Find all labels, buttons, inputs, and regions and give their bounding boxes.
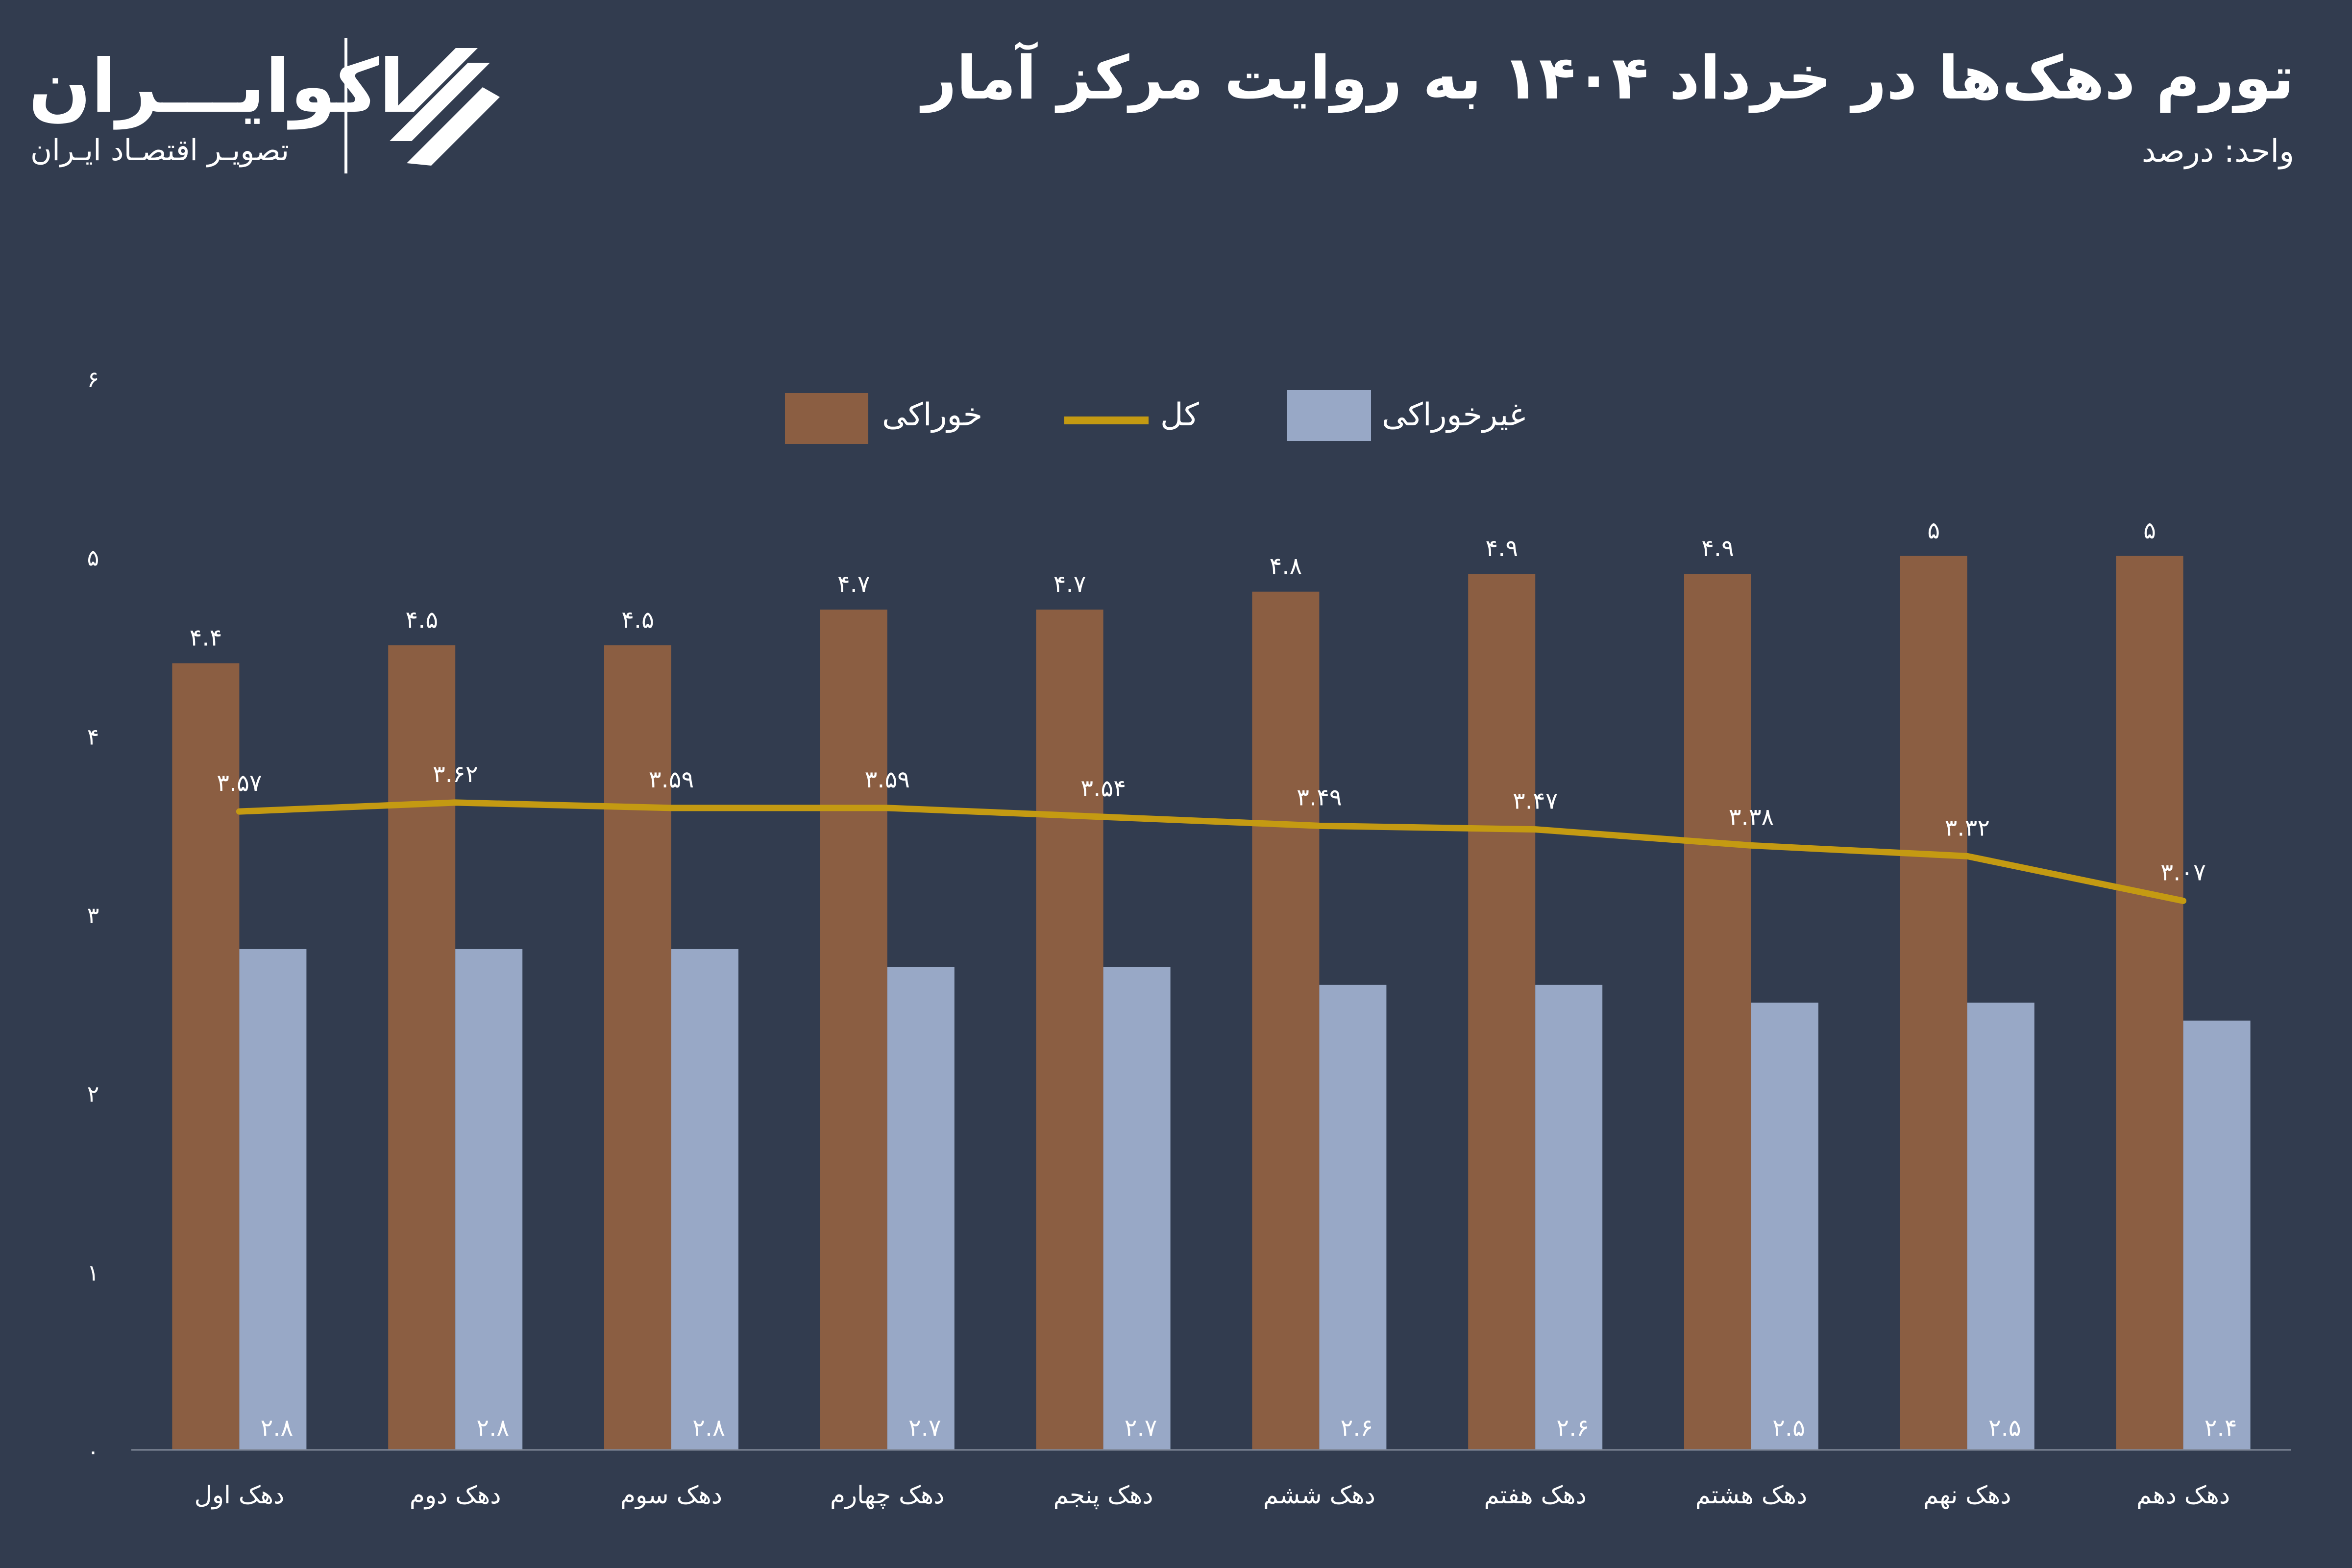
x-tick-label: دهک دهم bbox=[2136, 1481, 2230, 1509]
x-tick-label: دهک سوم bbox=[620, 1481, 722, 1509]
data-label-nonfood: ۲.۶ bbox=[1556, 1414, 1589, 1442]
legend-item-total: کل bbox=[1064, 388, 1221, 442]
bar-food bbox=[388, 645, 456, 1449]
data-label-nonfood: ۲.۷ bbox=[908, 1414, 941, 1442]
y-tick-label: ۱ bbox=[87, 1259, 99, 1286]
series-line-total bbox=[236, 799, 2187, 904]
data-label-total: ۳.۵۹ bbox=[649, 766, 694, 793]
bar-food bbox=[2116, 556, 2183, 1449]
y-tick-label: ۴ bbox=[87, 723, 99, 750]
bar-food bbox=[1252, 591, 1320, 1449]
data-label-total: ۳.۵۷ bbox=[217, 769, 262, 797]
y-tick-label: ۳ bbox=[87, 902, 99, 929]
legend-item-food: خوراکی bbox=[785, 388, 991, 444]
bar-nonfood bbox=[887, 967, 955, 1449]
logo-divider bbox=[344, 38, 347, 173]
bar-nonfood bbox=[1967, 1003, 2034, 1449]
data-label-food: ۴.۹ bbox=[1485, 535, 1518, 562]
bar-food bbox=[1036, 610, 1103, 1449]
legend-label-food: خوراکی bbox=[882, 397, 983, 433]
y-tick-label: ۰ bbox=[87, 1438, 99, 1465]
x-tick-label: دهک دوم bbox=[410, 1481, 501, 1510]
y-tick-label: ۶ bbox=[87, 366, 99, 392]
data-label-total: ۳.۴۷ bbox=[1513, 787, 1558, 815]
legend-swatch-food bbox=[785, 393, 868, 444]
x-tick-label: دهک نهم bbox=[1923, 1481, 2011, 1510]
data-label-total: ۳.۶۲ bbox=[433, 760, 478, 788]
legend-swatch-total bbox=[1064, 416, 1149, 424]
data-label-nonfood: ۲.۸ bbox=[476, 1414, 509, 1442]
bar-nonfood bbox=[1319, 984, 1387, 1449]
legend-label-nonfood: غیرخوراکی bbox=[1382, 397, 1526, 433]
data-label-food: ۵ bbox=[1927, 517, 1940, 544]
data-label-food: ۴.۸ bbox=[1269, 553, 1302, 580]
x-tick-label: دهک چهارم bbox=[830, 1481, 945, 1510]
x-tick-label: دهک هفتم bbox=[1484, 1481, 1587, 1509]
data-label-food: ۴.۹ bbox=[1701, 535, 1734, 562]
bar-nonfood bbox=[2183, 1020, 2251, 1449]
data-label-food: ۴.۵ bbox=[405, 606, 438, 634]
data-label-total: ۳.۰۷ bbox=[2160, 858, 2206, 886]
data-label-nonfood: ۲.۵ bbox=[1988, 1414, 2021, 1442]
legend-label-total: کل bbox=[1160, 397, 1199, 433]
x-tick-label: دهک اول bbox=[195, 1481, 285, 1510]
bar-food bbox=[820, 610, 887, 1449]
y-tick-label: ۲ bbox=[87, 1081, 99, 1107]
bar-food bbox=[1684, 574, 1751, 1449]
data-label-nonfood: ۲.۸ bbox=[692, 1414, 725, 1442]
bar-nonfood bbox=[1103, 967, 1171, 1449]
bar-nonfood bbox=[1751, 1003, 1818, 1449]
bar-nonfood bbox=[455, 949, 523, 1449]
chart-unit: واحد: درصد bbox=[2141, 133, 2294, 170]
chart-title: تورم دهک‌ها در خرداد ۱۴۰۴ به روایت مرکز … bbox=[922, 43, 2294, 113]
data-label-total: ۳.۳۲ bbox=[1944, 814, 1990, 841]
data-label-nonfood: ۲.۷ bbox=[1125, 1414, 1157, 1442]
data-label-nonfood: ۲.۶ bbox=[1340, 1414, 1373, 1442]
legend-item-nonfood: غیرخوراکی bbox=[1287, 388, 1561, 442]
x-tick-label: دهک ششم bbox=[1263, 1481, 1375, 1509]
data-label-nonfood: ۲.۸ bbox=[260, 1414, 293, 1442]
logo-name: اکوایـــران bbox=[28, 44, 404, 129]
data-label-food: ۴.۷ bbox=[1054, 570, 1086, 598]
x-tick-label: دهک پنجم bbox=[1054, 1481, 1153, 1509]
data-label-food: ۵ bbox=[2143, 517, 2156, 544]
data-label-food: ۴.۷ bbox=[837, 570, 870, 598]
bar-food bbox=[1468, 574, 1536, 1449]
data-label-total: ۳.۴۹ bbox=[1297, 784, 1342, 811]
logo-subtitle: تصویـر اقتصـاد ایـران bbox=[30, 133, 290, 168]
bar-nonfood bbox=[671, 949, 738, 1449]
legend-swatch-nonfood bbox=[1287, 390, 1371, 441]
data-label-food: ۴.۴ bbox=[189, 624, 222, 651]
y-tick-label: ۵ bbox=[87, 545, 99, 571]
data-label-total: ۳.۵۹ bbox=[864, 766, 910, 793]
data-label-total: ۳.۵۴ bbox=[1080, 775, 1126, 802]
bar-nonfood bbox=[1535, 984, 1603, 1449]
ecoiran-logo-icon bbox=[390, 48, 500, 166]
bar-food bbox=[1900, 556, 1967, 1449]
bar-food bbox=[604, 645, 671, 1449]
data-label-total: ۳.۳۸ bbox=[1729, 803, 1774, 831]
bar-food bbox=[172, 663, 240, 1449]
data-label-nonfood: ۲.۵ bbox=[1772, 1414, 1805, 1442]
data-label-food: ۴.۵ bbox=[621, 606, 654, 634]
bar-nonfood bbox=[239, 949, 307, 1449]
data-label-nonfood: ۲.۴ bbox=[2205, 1414, 2237, 1442]
x-tick-label: دهک هشتم bbox=[1695, 1481, 1808, 1509]
